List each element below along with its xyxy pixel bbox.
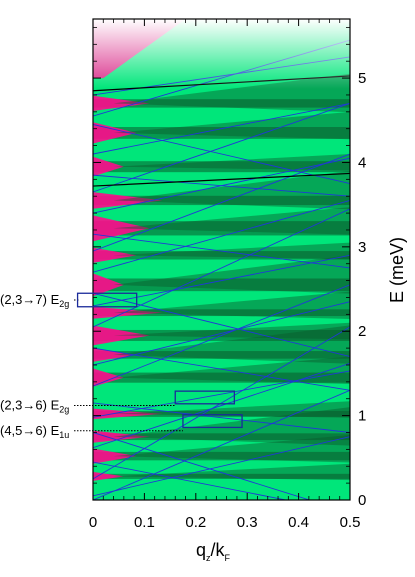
energy-band <box>93 309 350 317</box>
dark-wedge <box>113 291 350 319</box>
energy-band <box>93 161 350 173</box>
x-tick-label: 0.5 <box>340 514 361 531</box>
dispersion-line <box>93 153 350 252</box>
energy-band <box>93 372 350 383</box>
magenta-wedge <box>93 95 150 111</box>
magenta-wedge <box>93 368 124 387</box>
annotation-box <box>76 292 138 308</box>
annotations: (2,3→7) E2g (2,3→6) E2g (4,5→6) E1u <box>0 292 243 440</box>
dark-wedge <box>113 407 350 446</box>
dark-wedge <box>113 435 350 463</box>
dispersion-line <box>93 301 350 366</box>
dark-wedge <box>113 325 350 364</box>
dispersion-line <box>93 292 350 357</box>
magenta-wedge <box>93 325 150 346</box>
dark-wedge <box>113 170 350 210</box>
x-tick-label: 0.2 <box>185 514 206 531</box>
dark-wedges <box>113 73 350 481</box>
dark-wedge <box>113 463 350 481</box>
energy-band <box>93 451 350 461</box>
energy-band <box>93 251 350 260</box>
dispersion-line <box>93 124 350 184</box>
annotation-label: (4,5→6) E1u <box>0 423 69 440</box>
dispersion-line <box>93 402 350 433</box>
plot-area <box>93 19 350 500</box>
dispersion-line <box>93 102 350 155</box>
axis-ticks <box>92 19 351 501</box>
black-line <box>93 172 350 187</box>
magenta-wedge <box>93 156 124 177</box>
dispersion-line <box>93 389 350 500</box>
dispersion-line <box>93 233 350 269</box>
magenta-wedge <box>93 306 163 319</box>
energy-band <box>93 221 350 236</box>
magenta-wedge <box>93 348 137 362</box>
dispersion-line <box>93 102 350 193</box>
dispersion-line <box>93 461 289 500</box>
energy-band <box>93 473 350 479</box>
y-tick-label: 3 <box>358 239 366 256</box>
x-tick-label: 0.1 <box>134 514 155 531</box>
energy-band <box>93 278 350 292</box>
dark-wedge <box>113 401 350 418</box>
energy-band <box>93 410 350 417</box>
y-tick-label: 0 <box>358 492 366 509</box>
dark-wedge <box>113 207 350 235</box>
plot-frame <box>92 18 351 501</box>
x-tick-label: 0.4 <box>288 514 309 531</box>
dispersion-line <box>93 436 350 497</box>
y-tick-label: 5 <box>358 70 366 87</box>
magenta-wedge <box>93 408 163 420</box>
dark-wedge <box>113 356 350 384</box>
energy-band <box>93 195 350 206</box>
x-axis-label: qz/kF <box>196 540 231 563</box>
dark-wedge <box>113 242 350 260</box>
dark-wedge <box>113 154 350 171</box>
y-tick-labels: 0 1 2 3 4 5 <box>358 70 366 509</box>
top-white-fade <box>93 19 350 89</box>
annotation-box <box>182 414 243 429</box>
dispersion-line <box>93 347 350 391</box>
x-tick-label: 0 <box>89 514 97 531</box>
energy-band <box>93 351 350 359</box>
x-tick-labels: 0 0.1 0.2 0.3 0.4 0.5 <box>89 514 361 531</box>
energy-band <box>93 433 350 441</box>
magenta-wedge <box>93 215 150 242</box>
dispersion-line <box>93 326 350 480</box>
magenta-wedge <box>93 247 137 263</box>
annotation-label: (2,3→6) E2g <box>0 397 69 414</box>
x-tick-label: 0.3 <box>237 514 258 531</box>
magenta-wedge <box>93 192 163 209</box>
y-tick-label: 1 <box>358 408 366 425</box>
y-tick-label: 2 <box>358 323 366 340</box>
energy-band <box>93 127 350 139</box>
dark-wedge <box>113 111 350 140</box>
annotation-box <box>174 390 236 405</box>
magenta-wedge <box>93 430 150 443</box>
dispersion-line <box>93 254 350 307</box>
dark-wedge <box>113 255 350 294</box>
dispersion-line <box>93 370 350 418</box>
dispersion-line <box>93 284 350 387</box>
dispersion-line <box>93 199 350 273</box>
dispersion-line <box>93 432 311 500</box>
y-axis-label: E (meV) <box>387 237 407 303</box>
energy-band <box>93 99 350 108</box>
magenta-wedge <box>93 122 137 144</box>
annotation-label: (2,3→7) E2g <box>0 292 69 309</box>
magenta-wedge <box>93 448 137 464</box>
y-tick-label: 4 <box>358 154 366 171</box>
magenta-wedge <box>93 273 124 297</box>
dispersion-line <box>93 174 350 197</box>
dispersion-line <box>93 362 350 449</box>
